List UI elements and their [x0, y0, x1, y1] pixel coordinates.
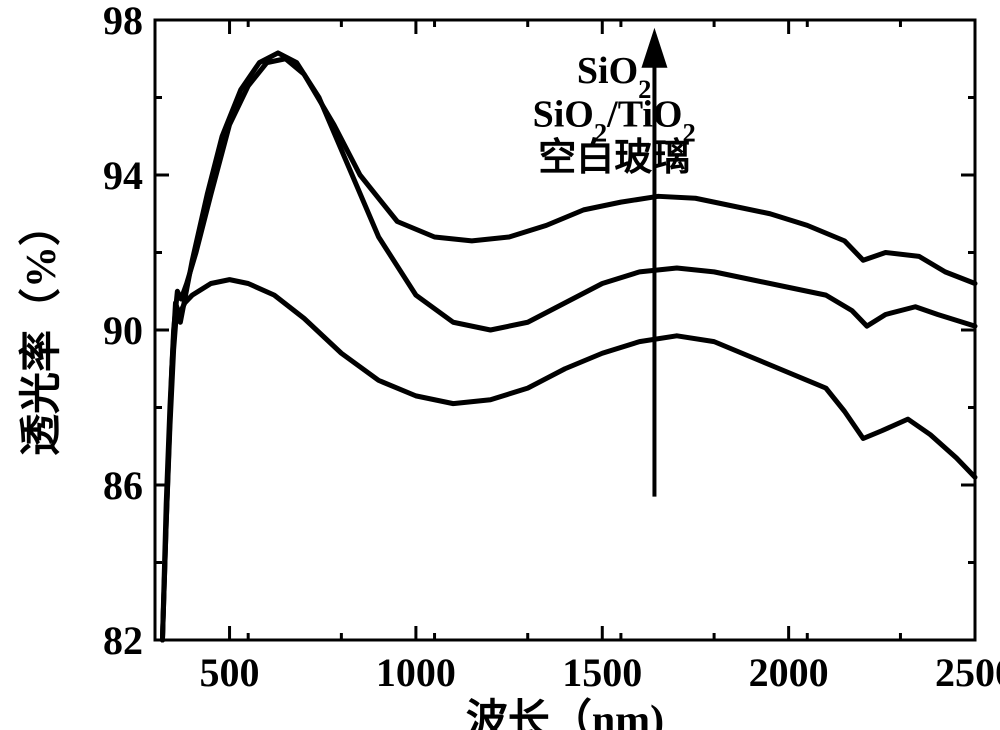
- y-tick-label: 98: [103, 0, 143, 43]
- y-tick-label: 82: [103, 618, 143, 663]
- y-tick-label: 90: [103, 308, 143, 353]
- x-tick-label: 2000: [749, 650, 829, 695]
- x-axis-label: 波长（nm): [466, 697, 664, 730]
- y-tick-label: 94: [103, 153, 143, 198]
- x-tick-label: 500: [200, 650, 260, 695]
- x-tick-label: 1500: [562, 650, 642, 695]
- y-tick-label: 86: [103, 463, 143, 508]
- x-tick-label: 2500: [935, 650, 1000, 695]
- y-axis-label: 透光率（%）: [18, 204, 65, 456]
- chart-container: 500 1000 1500 2000 2500 82 86 90 94 98 波长（nm) 透光率（%…: [0, 0, 1000, 730]
- legend-line: 空白玻璃: [538, 137, 690, 179]
- x-tick-label: 1000: [376, 650, 456, 695]
- transmittance-chart: 500 1000 1500 2000 2500 82 86 90 94 98 波长（nm) 透光率（%…: [0, 0, 1000, 730]
